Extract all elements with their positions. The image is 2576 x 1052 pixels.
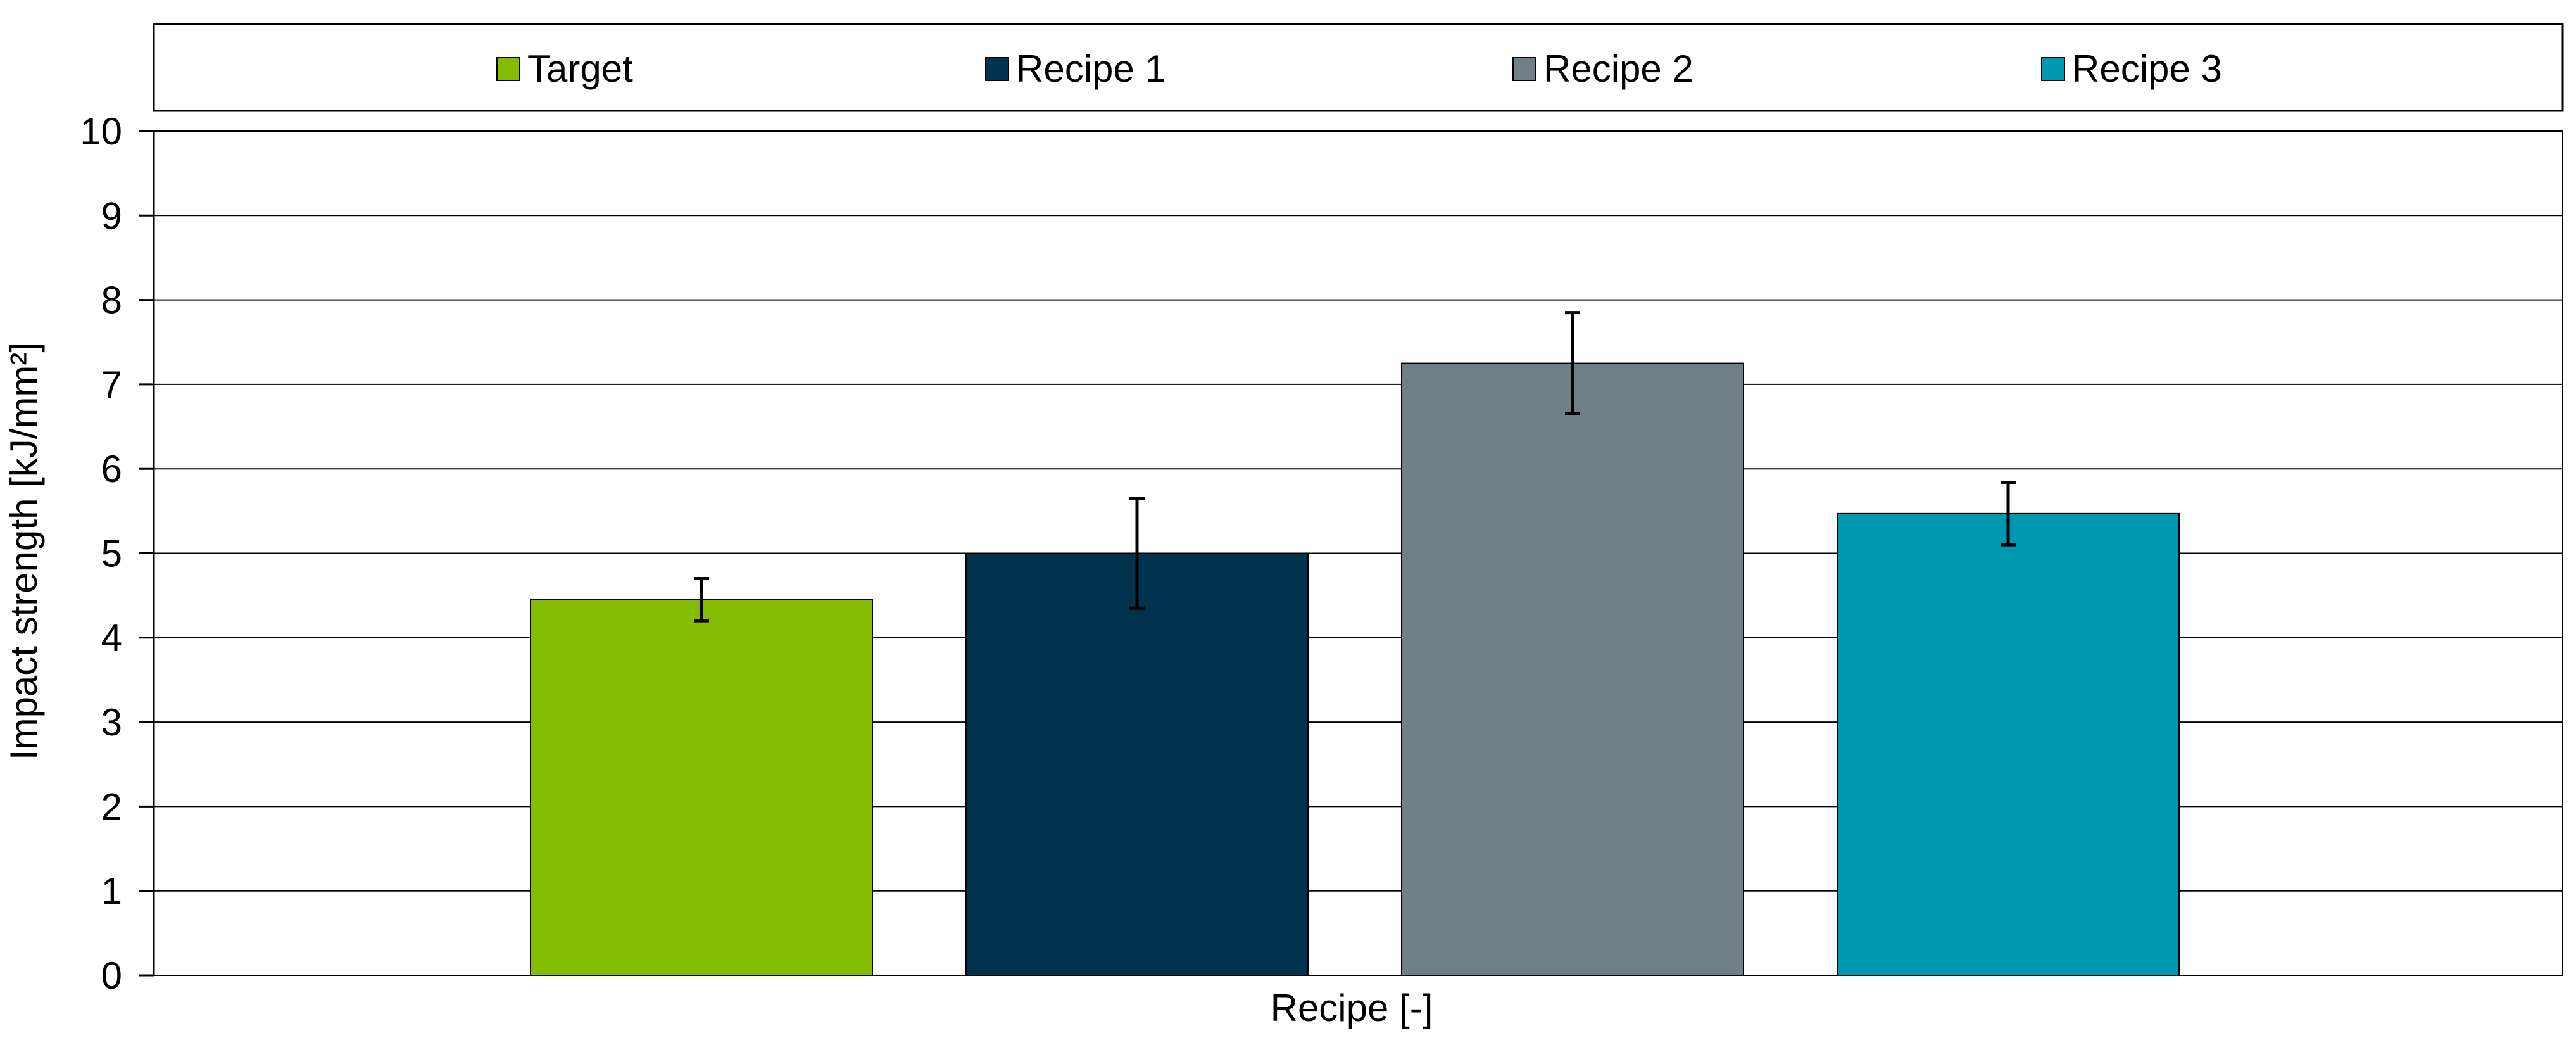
bar-recipe-2 (1401, 362, 1744, 976)
legend-swatch (2041, 57, 2065, 81)
bar-target (530, 599, 873, 976)
y-tick-label: 3 (101, 701, 122, 744)
y-axis: 0 1 2 3 4 5 6 7 8 9 10 (80, 110, 155, 997)
y-tick-label: 5 (101, 533, 122, 575)
bar-recipe-1 (965, 552, 1309, 976)
error-bars (694, 311, 2016, 623)
legend-box (153, 23, 2564, 112)
y-tick-label: 10 (80, 110, 122, 153)
legend-swatch (985, 57, 1009, 81)
y-tick-label: 0 (101, 954, 122, 997)
legend-label: Recipe 1 (1016, 48, 1166, 90)
legend-label: Recipe 3 (2072, 48, 2222, 90)
y-tick-label: 7 (101, 364, 122, 406)
legend-swatch (496, 57, 520, 81)
y-tick-label: 6 (101, 448, 122, 490)
y-axis-title: Impact strength [kJ/mm²] (3, 342, 45, 760)
gridlines (153, 130, 2563, 976)
y-tick-label: 8 (101, 279, 122, 322)
legend-label: Target (527, 48, 633, 90)
bars (530, 362, 2180, 976)
x-axis-title: Recipe [-] (1271, 987, 1433, 1029)
y-tick-label: 9 (101, 194, 122, 237)
y-tick-label: 2 (101, 785, 122, 828)
y-tick-label: 4 (101, 617, 122, 659)
legend-swatch (1512, 57, 1536, 81)
bar-recipe-3 (1837, 512, 2180, 976)
legend-label: Recipe 2 (1543, 48, 1693, 90)
legend: Target Recipe 1 Recipe 2 Recipe 3 (153, 23, 2564, 112)
y-tick-label: 1 (101, 870, 122, 913)
